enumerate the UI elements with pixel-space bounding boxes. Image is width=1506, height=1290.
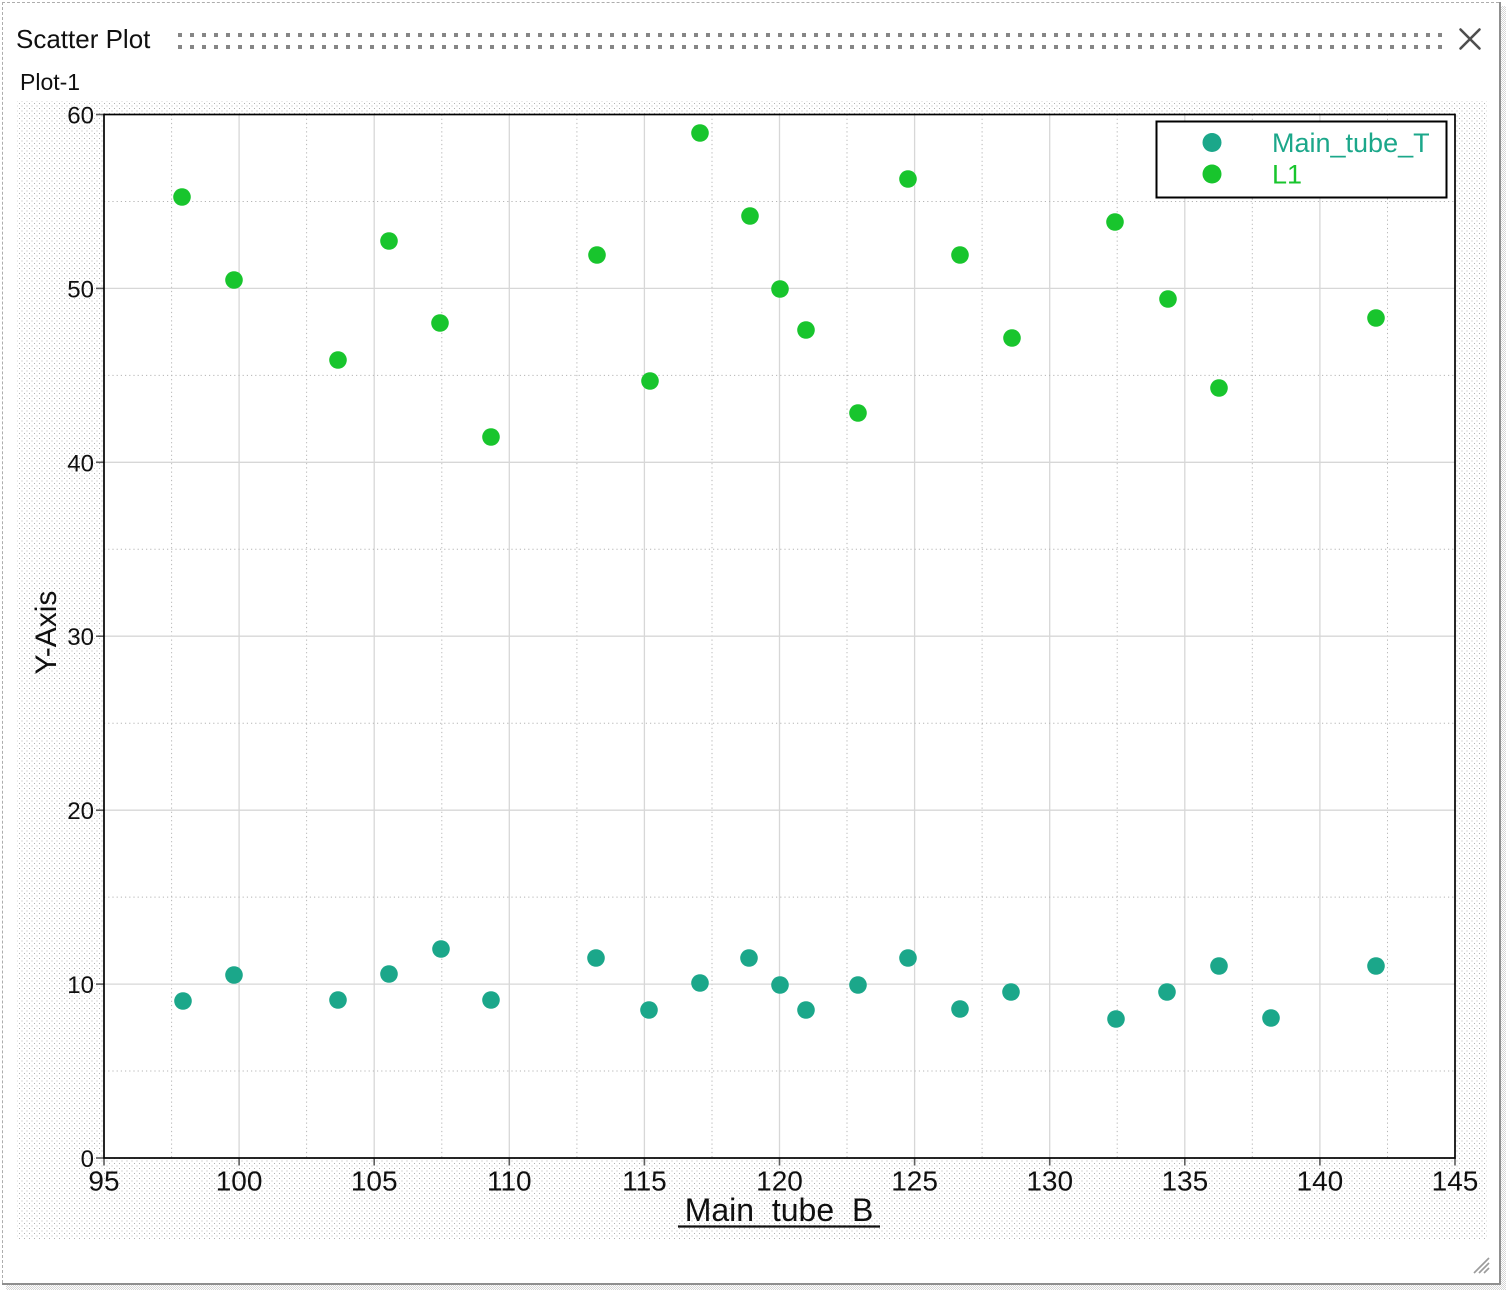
svg-text:20: 20: [67, 798, 94, 825]
svg-text:115: 115: [622, 1166, 667, 1197]
svg-text:Y-Axis: Y-Axis: [30, 591, 63, 675]
svg-text:125: 125: [891, 1166, 938, 1197]
svg-text:110: 110: [487, 1166, 532, 1197]
svg-text:10: 10: [67, 972, 94, 999]
svg-text:135: 135: [1161, 1166, 1208, 1197]
svg-text:40: 40: [67, 450, 94, 477]
svg-text:0: 0: [81, 1146, 94, 1173]
svg-text:60: 60: [67, 103, 94, 130]
svg-text:100: 100: [216, 1166, 263, 1197]
svg-text:L1: L1: [1272, 160, 1302, 190]
svg-text:50: 50: [67, 276, 94, 303]
svg-text:95: 95: [88, 1166, 119, 1197]
svg-text:120: 120: [756, 1166, 803, 1197]
svg-text:145: 145: [1432, 1166, 1479, 1197]
svg-text:130: 130: [1026, 1166, 1073, 1197]
svg-text:105: 105: [351, 1166, 398, 1197]
svg-text:Main_tube_T: Main_tube_T: [1272, 128, 1430, 158]
svg-text:140: 140: [1297, 1166, 1344, 1197]
svg-text:30: 30: [67, 624, 94, 651]
svg-text:Main_tube_B: Main_tube_B: [685, 1192, 874, 1228]
